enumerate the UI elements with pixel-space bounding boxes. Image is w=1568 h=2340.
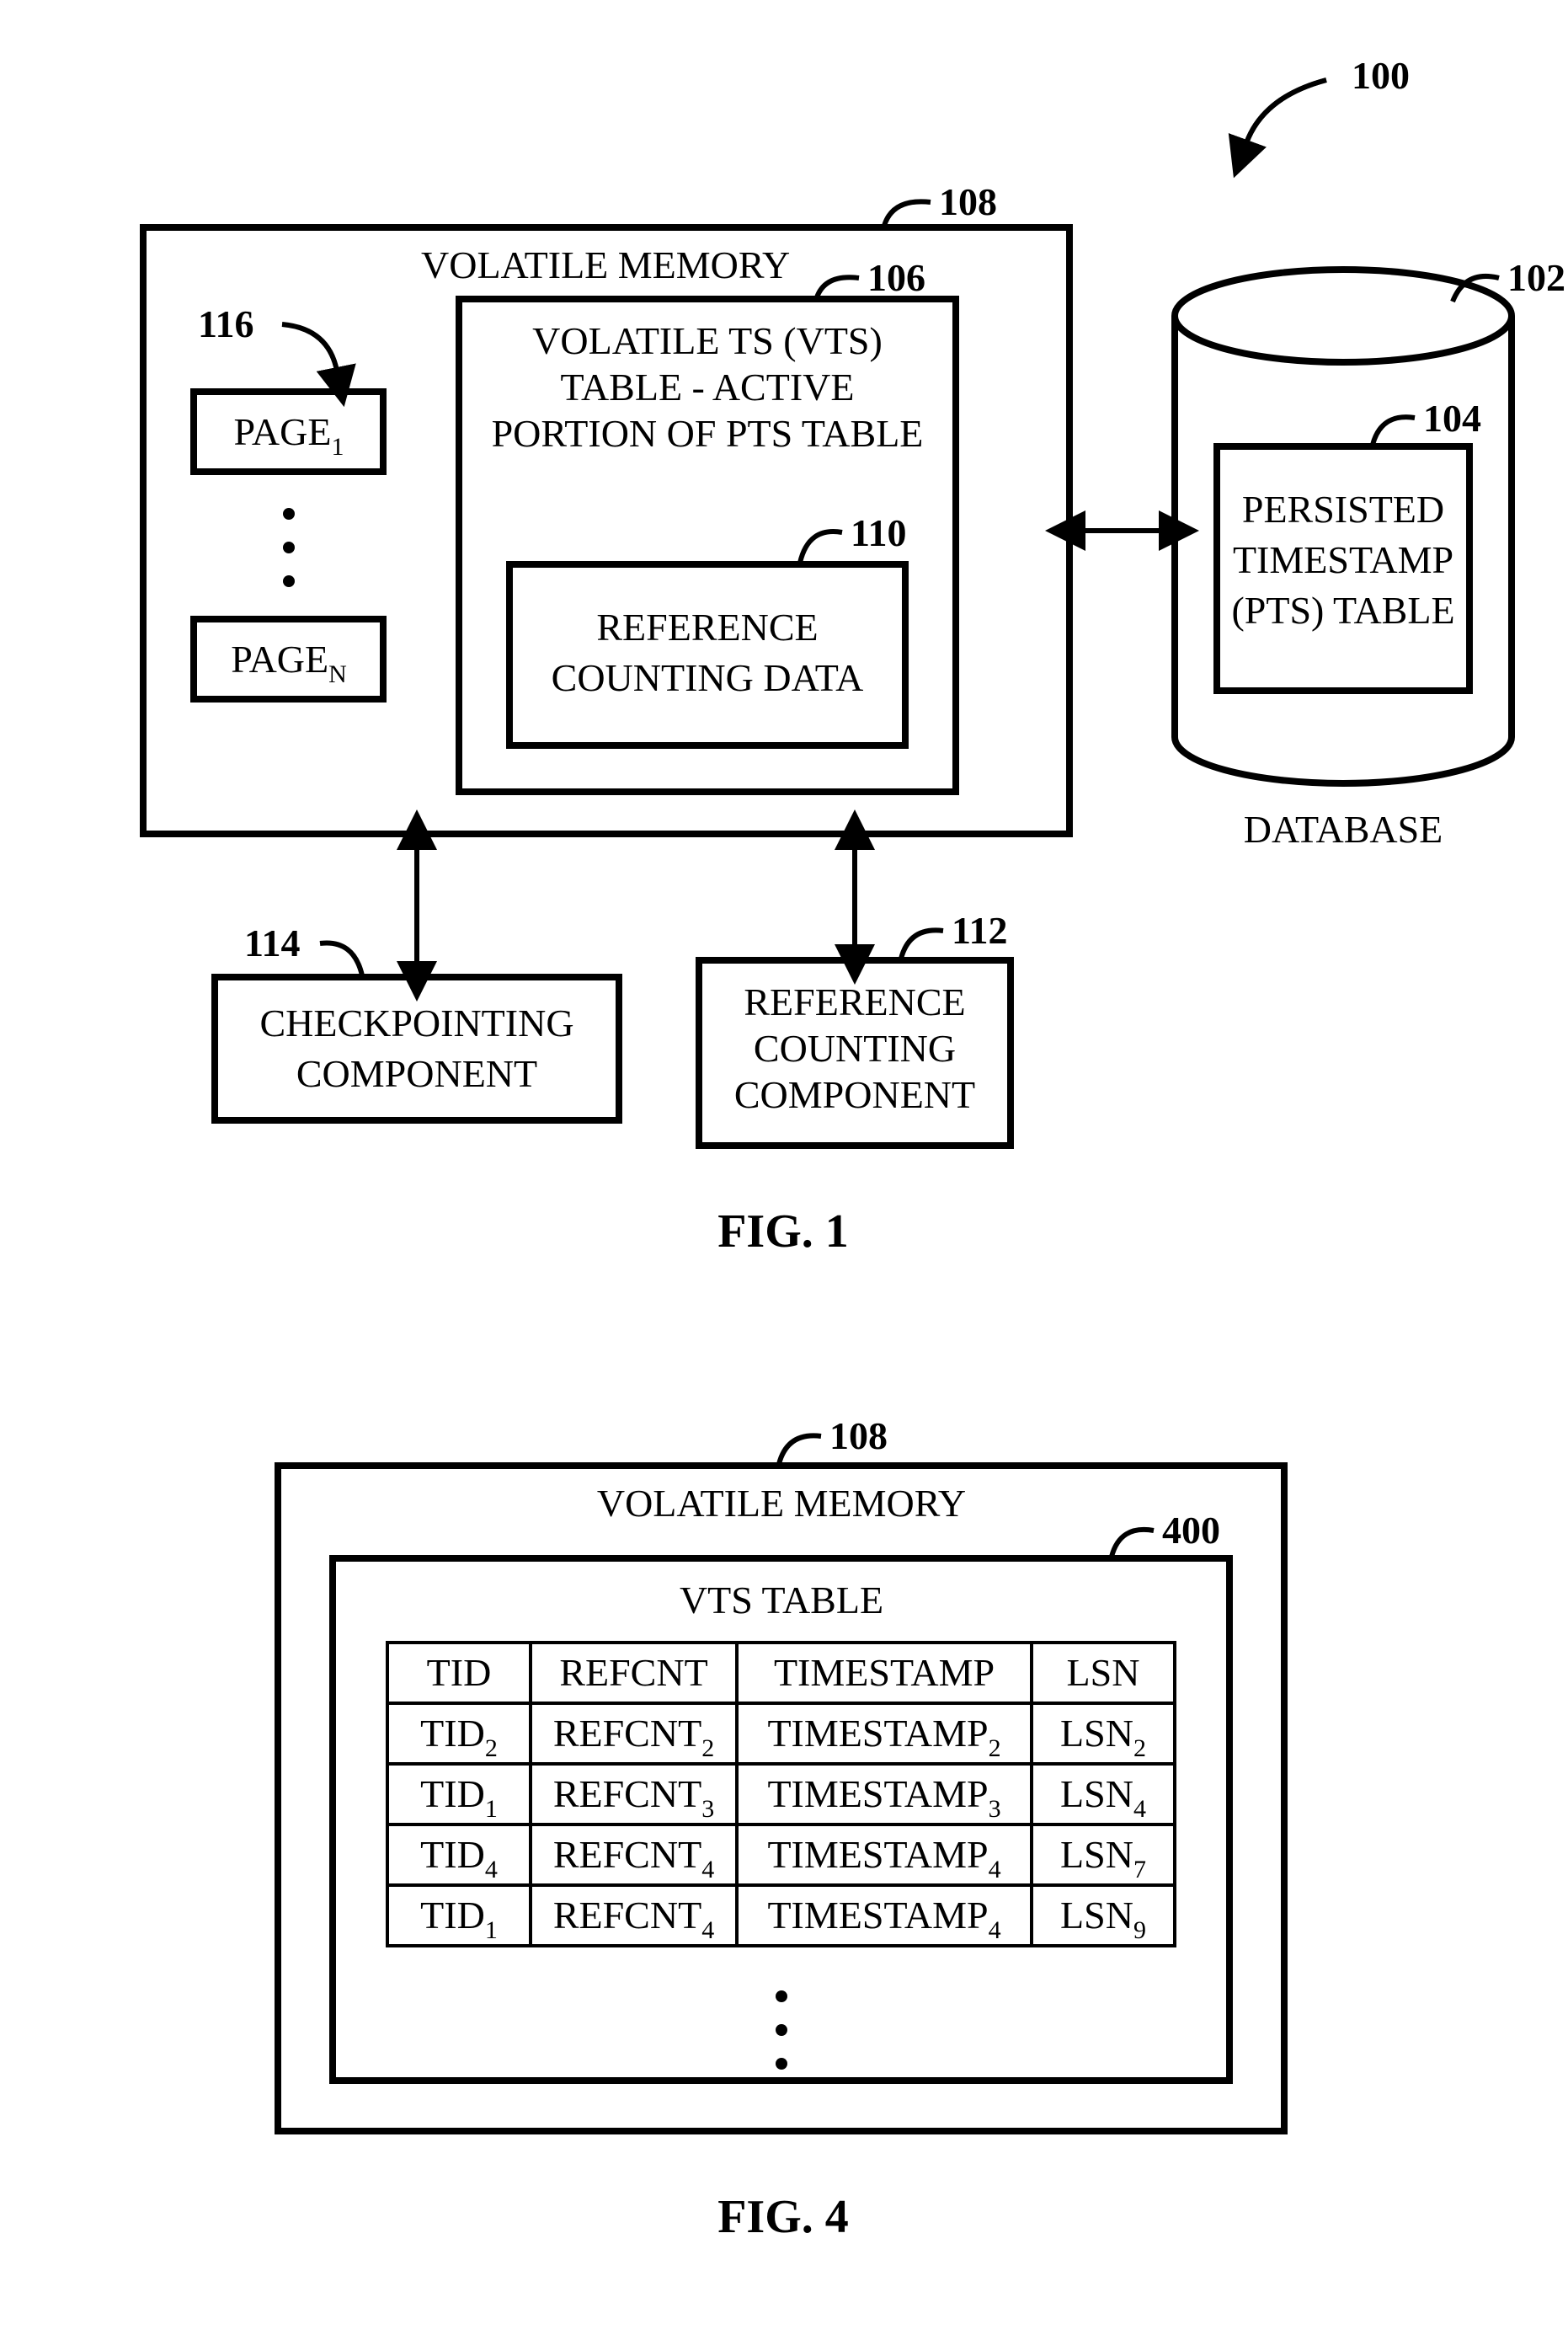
pts-line3: (PTS) TABLE	[1231, 589, 1454, 632]
vts-line3: PORTION OF PTS TABLE	[492, 412, 924, 455]
table-cell: TIMESTAMP4	[767, 1833, 1000, 1883]
label-104: 104	[1423, 397, 1481, 440]
refcount-line1: REFERENCE	[744, 980, 965, 1023]
table-cell: TID2	[420, 1712, 498, 1762]
refdata-line2: COUNTING DATA	[552, 656, 864, 699]
table-cell: TIMESTAMP3	[767, 1772, 1000, 1823]
fig4-vts-title: VTS TABLE	[680, 1579, 883, 1621]
table-cell: REFCNT4	[553, 1833, 714, 1883]
table-cell: REFCNT3	[553, 1772, 714, 1823]
table-cell: REFCNT	[559, 1651, 707, 1694]
vts-line2: TABLE - ACTIVE	[561, 366, 855, 409]
label-106: 106	[867, 256, 925, 299]
dots-icon	[283, 508, 295, 520]
table-cell: REFCNT2	[553, 1712, 714, 1762]
pts-line2: TIMESTAMP	[1233, 538, 1453, 581]
page-1-text: PAGE1	[234, 410, 344, 461]
page-n-text: PAGEN	[231, 638, 347, 688]
label-102: 102	[1507, 256, 1565, 299]
table-cell: LSN2	[1060, 1712, 1146, 1762]
table-cell: TID	[427, 1651, 492, 1694]
volatile-memory-title: VOLATILE MEMORY	[421, 243, 790, 286]
table-cell: TID1	[420, 1894, 498, 1944]
diagram-canvas: 100 VOLATILE MEMORY 108 116 PAGE1 PAGEN …	[0, 0, 1568, 2340]
pts-line1: PERSISTED	[1242, 488, 1444, 531]
table-cell: TID4	[420, 1833, 498, 1883]
refcount-line3: COMPONENT	[734, 1073, 975, 1116]
label-110: 110	[851, 511, 906, 554]
table-cell: LSN9	[1060, 1894, 1146, 1944]
fig4-vts-box	[333, 1558, 1229, 2081]
table-cell: TID1	[420, 1772, 498, 1823]
checkpoint-line1: CHECKPOINTING	[259, 1002, 573, 1044]
refcount-line2: COUNTING	[754, 1027, 956, 1070]
label-114: 114	[244, 922, 300, 964]
checkpoint-line2: COMPONENT	[296, 1052, 537, 1095]
refdata-box	[509, 564, 905, 745]
database-caption: DATABASE	[1244, 808, 1443, 851]
refdata-line1: REFERENCE	[596, 606, 818, 649]
checkpoint-box	[215, 977, 619, 1120]
label-112: 112	[952, 909, 1007, 952]
table-cell: LSN7	[1060, 1833, 1146, 1883]
continuation-dots-icon	[776, 1990, 787, 2002]
vts-table: TID REFCNT TIMESTAMP LSN TID2 REFCNT2 TIMESTAM…	[387, 1643, 1175, 1946]
label-116: 116	[198, 302, 253, 345]
fig4-vm-title: VOLATILE MEMORY	[597, 1482, 966, 1525]
table-cell: TIMESTAMP	[774, 1651, 995, 1694]
table-cell: REFCNT4	[553, 1894, 714, 1944]
vts-line1: VOLATILE TS (VTS)	[532, 319, 883, 362]
table-cell: LSN4	[1060, 1772, 1146, 1823]
curve-100	[1246, 80, 1326, 143]
fig4-caption: FIG. 4	[717, 2191, 849, 2243]
label-100: 100	[1352, 54, 1410, 97]
table-cell: LSN	[1067, 1651, 1140, 1694]
table-cell: TIMESTAMP4	[767, 1894, 1000, 1944]
label-108: 108	[939, 180, 997, 223]
table-cell: TIMESTAMP2	[767, 1712, 1000, 1762]
fig4-label-400: 400	[1162, 1509, 1220, 1552]
fig1-caption: FIG. 1	[717, 1205, 849, 1258]
fig4-label-108: 108	[829, 1414, 888, 1457]
